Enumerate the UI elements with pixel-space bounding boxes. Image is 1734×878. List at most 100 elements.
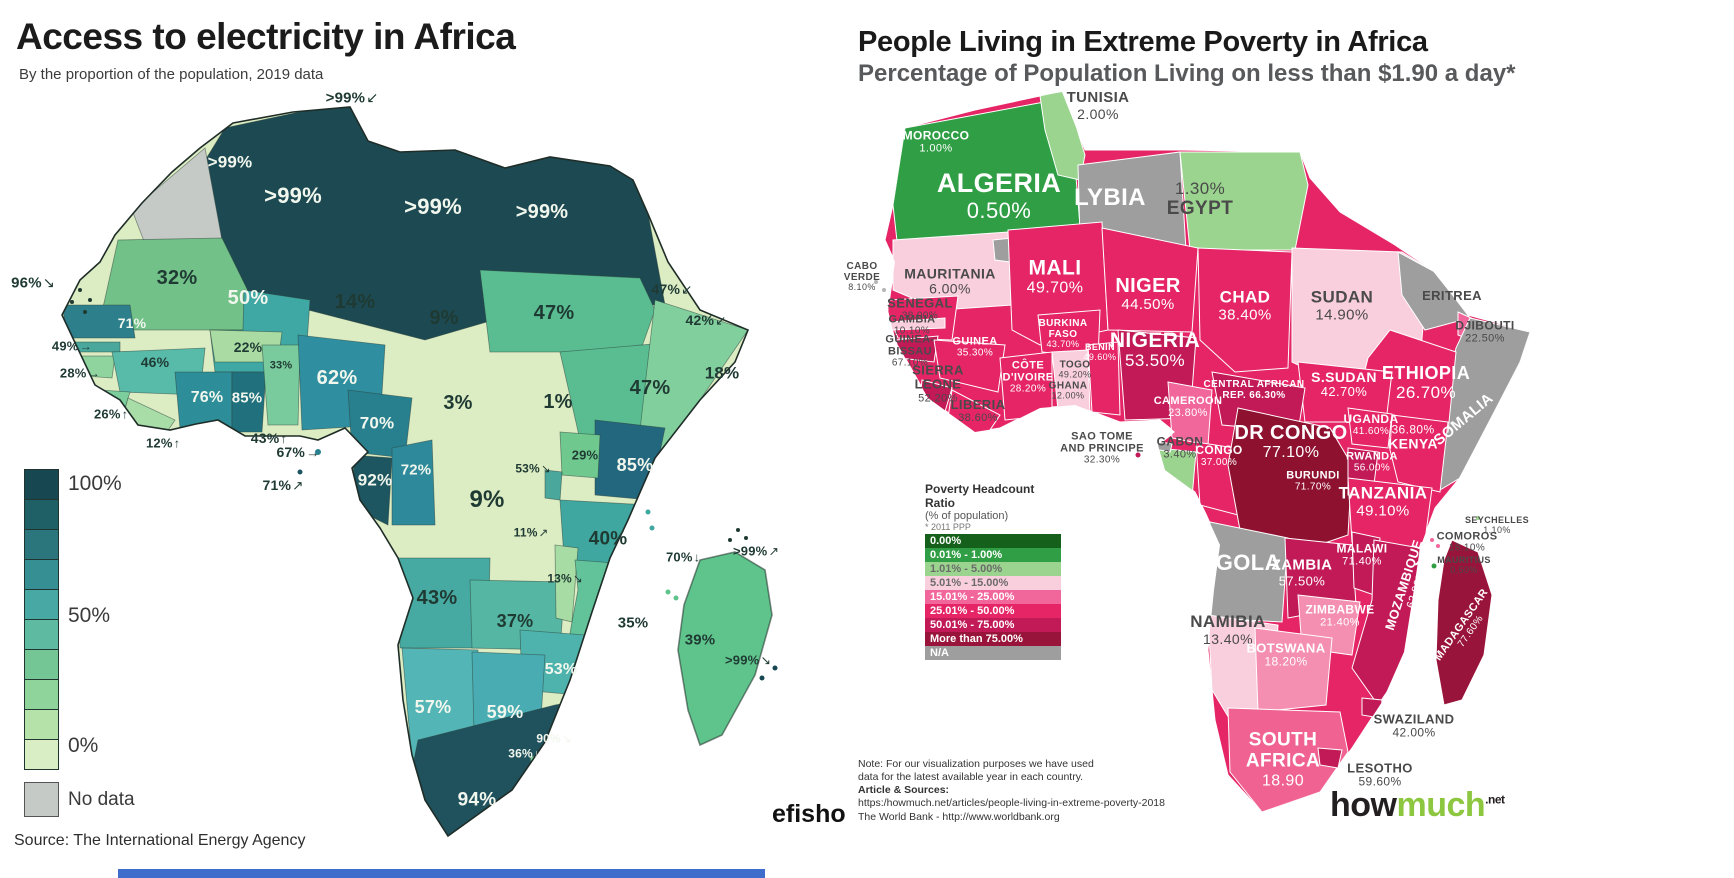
country-value: 71.70% (1294, 481, 1332, 493)
country-name: TANZANIA (1338, 483, 1428, 503)
country-name: SUDAN (1310, 287, 1374, 307)
country-label-congo: 72% (400, 461, 432, 479)
leader-arrow-icon: ↑ (280, 430, 288, 446)
country-value: 1.30% (1174, 179, 1226, 199)
country-name: SIERRA LEONE (912, 362, 964, 392)
country-value: 43.70% (1046, 339, 1080, 350)
leader-arrow-icon: ↘ (540, 463, 551, 476)
country-label-zimbabwe: 53% (544, 661, 578, 678)
note-line: data for the latest available year in ea… (858, 771, 1084, 784)
country-label-niger: 14% (334, 291, 376, 313)
country-label-djibouti: 42%↙ (685, 311, 727, 328)
country-value: 1.10% (1483, 525, 1511, 535)
country-label-mauritania: MAURITANIA 6.00% (904, 266, 996, 298)
leader-arrow-icon: ↙ (366, 90, 379, 107)
country-label-gabon: 92% (357, 470, 393, 490)
legend-color-cell (24, 649, 59, 680)
country-label-burundi: 11%↗ (513, 525, 549, 540)
leader-arrow-icon: ↑ (173, 436, 180, 451)
country-value: 36.80% (1391, 422, 1435, 437)
country-name: SEYCHELLES (1464, 515, 1530, 526)
country-label-eritrea: 47%↙ (651, 280, 693, 297)
country-label-mali: MALI 49.70% (1027, 257, 1084, 298)
country-value: 53.50% (1124, 351, 1186, 371)
legend-color-cell (24, 739, 59, 770)
country-value: 56.00% (1353, 462, 1391, 474)
country-name: GUINEA- BISSAU (885, 333, 935, 358)
country-value: 49.60% (1083, 352, 1117, 362)
country-name: TOGO (1059, 359, 1091, 371)
country-label-sudan: SUDAN 14.90% (1311, 288, 1373, 323)
country-label-burundi: BURUNDI 71.70% (1286, 469, 1340, 492)
country-name: RWANDA (1346, 450, 1398, 463)
country-value: 21.40% (1320, 616, 1360, 629)
country-label-dr-congo: DR CONGO 77.10% (1234, 422, 1347, 462)
country-label-morocco: MOROCCO 1.00% (902, 128, 970, 155)
country-name: CÔTE D'IVOIRE (1002, 359, 1054, 384)
country-value: 32.30% (1083, 454, 1121, 466)
efisho-logo: efisho (772, 800, 846, 828)
country-name: S.SUDAN (1311, 369, 1377, 386)
country-name: ZAMBIA (1271, 556, 1333, 574)
country-label-malawi: MALAWI 71.40% (1336, 542, 1387, 568)
country-value: 13.40% (1203, 630, 1253, 647)
country-label-s-o-tom-and-pr-ncipe: 71%↗ (262, 476, 304, 493)
right-map-notes: Note: For our visualization purposes we … (858, 758, 1165, 824)
legend-band-0-01-1-00: 0.01% - 1.00% (925, 548, 1061, 562)
country-label-comoros: 70%↓ (666, 549, 700, 565)
left-legend-label-0: 0% (68, 734, 99, 757)
country-label-tanzania: TANZANIA 49.10% (1339, 484, 1428, 519)
country-label-angola: 43% (416, 587, 458, 609)
country-label-cameroon: 70% (359, 413, 395, 433)
country-label-mauritania: 32% (156, 267, 198, 289)
country-name: CHAD (1219, 287, 1271, 307)
country-name: MOROCCO (902, 128, 970, 143)
country-value: 77.10% (1262, 444, 1320, 462)
country-value: 2.00% (1077, 105, 1119, 122)
country-value: 23.80% (1168, 407, 1208, 419)
country-label-south-africa: SOUTH AFRICA 18.90 (1246, 729, 1320, 790)
country-value: 38.60% (958, 412, 998, 425)
country-name: NIGERIA (1109, 329, 1201, 353)
country-value: 8.10% (848, 282, 876, 293)
country-label-sierra-leone: 26%↑ (94, 406, 128, 422)
country-name: CABO VERDE (843, 261, 881, 284)
country-name: GHANA (1048, 380, 1088, 392)
country-label-seychelles: SEYCHELLES 1.10% (1464, 515, 1530, 536)
legend-color-cell (24, 709, 59, 740)
country-name: MALI (1028, 256, 1082, 280)
left-map-title: Access to electricity in Africa (16, 16, 516, 57)
country-name: ZIMBABWE (1305, 602, 1375, 617)
country-label-uganda: UGANDA 41.60% (1343, 412, 1398, 437)
source-line: The World Bank - http://www.worldbank.or… (858, 810, 1060, 823)
country-name: LIBERIA (950, 396, 1006, 412)
country-label-chad: CHAD 38.40% (1218, 288, 1271, 323)
country-label-ghana: 85% (231, 389, 263, 407)
country-value: 18.20% (1264, 654, 1308, 669)
country-label-guinea-bissau: 28%→ (59, 365, 101, 381)
country-label-mauritius: MAURITIUS 0.50% (1437, 555, 1491, 576)
country-label-ethiopia: ETHIOPIA 26.70% (1382, 363, 1470, 402)
leader-arrow-icon: ↙ (681, 281, 693, 297)
country-label-south-africa: 94% (457, 789, 497, 811)
country-value: 6.00% (929, 281, 971, 297)
right-legend-note: * 2011 PPP (925, 522, 971, 532)
legend-color-cell (24, 589, 59, 620)
leader-arrow-icon: → (306, 444, 320, 460)
country-label-malawi: 13%↘ (547, 571, 583, 586)
country-label-congo: CONGO 37.00% (1195, 443, 1242, 468)
country-name: KENYA (1388, 435, 1438, 452)
country-value: 59.60% (1358, 774, 1402, 789)
country-name: ANGOLA (1183, 549, 1281, 575)
country-value: 18.90 (1261, 772, 1305, 790)
country-label-tunisia: >99%↙ (325, 89, 379, 107)
legend-band-25-01-50-00: 25.01% - 50.00% (925, 604, 1061, 618)
country-label-niger: NIGER 44.50% (1115, 275, 1180, 314)
right-legend: Poverty Headcount Ratio (% of population… (925, 482, 1061, 660)
source-line: https:/howmuch.net/articles/people-livin… (858, 797, 1165, 810)
country-name: EGYPT (1166, 197, 1234, 219)
country-name: CAMEROON (1153, 394, 1223, 407)
left-map-source: Source: The International Energy Agency (14, 832, 306, 849)
legend-color-cell (24, 499, 59, 530)
country-value: 10.10% (893, 325, 931, 337)
